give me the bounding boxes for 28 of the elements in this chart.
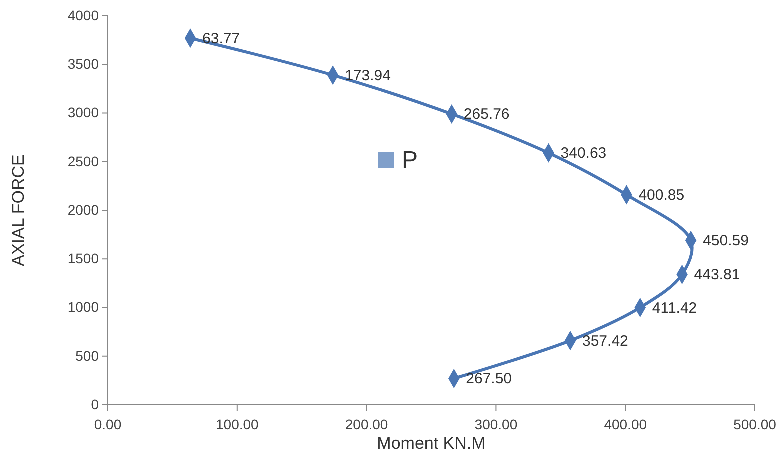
annotation: 63.77: [202, 30, 240, 48]
annotation: 265.76: [464, 106, 510, 124]
x-tick-label: 100.00: [216, 416, 260, 432]
annotation: 173.94: [345, 67, 391, 84]
y-axis-title: AXIAL FORCE: [9, 154, 28, 266]
x-tick-label: 0.00: [94, 416, 122, 432]
annotation: 400.85: [638, 186, 685, 204]
annotation: 267.50: [466, 370, 512, 388]
x-tick-label: 200.00: [345, 416, 388, 432]
x-tick-label: 400.00: [604, 416, 648, 432]
y-tick-label: 4000: [68, 7, 100, 24]
y-tick-label: 1500: [68, 250, 100, 267]
y-tick-label: 1000: [68, 299, 100, 316]
annotation: 450.59: [703, 232, 749, 250]
annotation: 411.42: [652, 300, 698, 317]
y-tick-label: 2000: [68, 202, 100, 218]
x-tick-label: 300.00: [474, 416, 518, 432]
annotation: 340.63: [560, 145, 607, 162]
y-tick-label: 3000: [68, 104, 100, 121]
legend-label: P: [402, 147, 418, 174]
y-tick-label: 3500: [68, 56, 100, 72]
annotation: 357.42: [582, 332, 628, 350]
y-tick-label: 0: [91, 396, 100, 412]
y-tick-label: 500: [76, 348, 100, 364]
x-tick-label: 500.00: [734, 416, 777, 432]
annotation: 443.81: [694, 266, 740, 284]
x-axis-title: Moment KN.M: [377, 434, 486, 453]
y-tick-label: 2500: [68, 153, 100, 170]
